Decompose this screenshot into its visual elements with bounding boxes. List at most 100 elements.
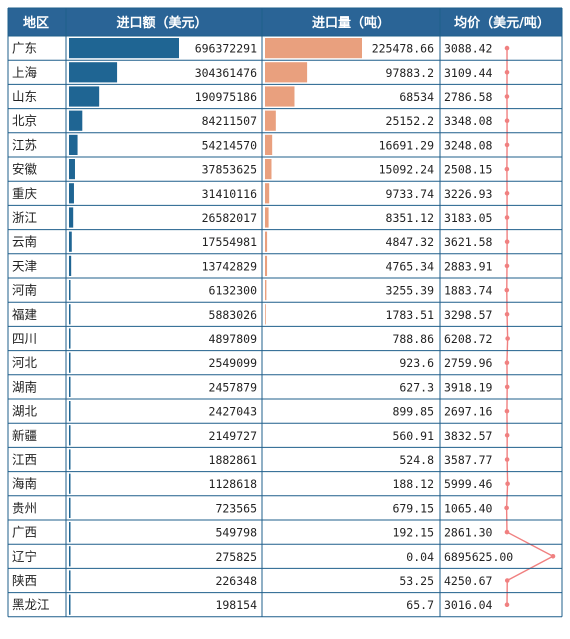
header-avg-price: 均价（美元/吨） — [454, 15, 550, 31]
import-volume-label: 899.85 — [392, 405, 434, 419]
region-label: 四川 — [12, 331, 37, 346]
import-value-label: 198154 — [215, 598, 257, 612]
import-volume-label: 524.8 — [399, 453, 434, 467]
region-label: 河南 — [12, 283, 37, 298]
table-grid — [7, 7, 563, 618]
import-value-label: 226348 — [215, 574, 257, 588]
import-value-label: 5883026 — [209, 308, 258, 322]
region-label: 广西 — [12, 525, 37, 540]
import-volume-label: 225478.66 — [372, 42, 434, 56]
avg-price-label: 3183.05 — [444, 211, 492, 225]
import-volume-label: 923.6 — [399, 356, 434, 370]
avg-price-point — [504, 215, 510, 220]
avg-price-point — [504, 142, 510, 148]
region-label: 河北 — [12, 355, 38, 370]
avg-price-point — [504, 70, 510, 75]
import-value-bar — [69, 570, 71, 591]
import-value-label: 1882861 — [209, 453, 258, 467]
region-label: 福建 — [12, 307, 38, 322]
import-volume-label: 4765.34 — [386, 259, 435, 273]
avg-price-point — [505, 481, 510, 487]
region-label: 贵州 — [12, 500, 37, 515]
header-import-volume: 进口量（吨） — [312, 15, 390, 31]
import-volume-label: 788.86 — [392, 332, 434, 346]
import-volume-label: 679.15 — [392, 501, 434, 515]
import-value-label: 2549099 — [209, 356, 258, 370]
import-volume-label: 3255.39 — [386, 284, 435, 298]
avg-price-point — [504, 239, 510, 244]
import-value-label: 84211507 — [202, 114, 257, 128]
import-value-label: 17554981 — [202, 235, 257, 249]
avg-price-label: 2759.96 — [444, 356, 493, 370]
import-value-bar — [69, 183, 74, 204]
import-value-bar — [69, 110, 83, 131]
import-volume-bar — [265, 280, 267, 301]
region-label: 天津 — [12, 258, 37, 273]
avg-price-label: 6208.72 — [444, 332, 492, 346]
import-value-bar — [69, 207, 74, 228]
avg-price-label: 6895625.00 — [444, 550, 513, 564]
import-value-bar — [69, 522, 71, 543]
avg-price-label: 2697.16 — [444, 405, 493, 419]
import-value-label: 2427043 — [209, 405, 258, 419]
import-value-bar — [69, 159, 75, 180]
import-value-label: 2149727 — [209, 429, 258, 443]
avg-price-label: 5999.46 — [444, 477, 493, 491]
import-volume-bar — [265, 255, 268, 276]
avg-price-point — [504, 578, 510, 583]
import-value-bar — [69, 497, 71, 518]
avg-price-point — [504, 166, 510, 172]
avg-price-label: 2883.91 — [444, 259, 493, 273]
region-label: 陕西 — [12, 573, 37, 588]
region-label: 江苏 — [12, 137, 37, 152]
import-volume-bar — [265, 62, 308, 83]
import-volume-bar — [265, 110, 276, 131]
import-value-bar — [69, 594, 71, 615]
region-label: 上海 — [12, 65, 38, 80]
avg-price-point — [504, 408, 510, 414]
import-value-bar — [69, 231, 72, 252]
import-volume-bar — [265, 38, 362, 59]
import-volume-label: 9733.74 — [386, 187, 435, 201]
avg-price-point — [504, 529, 510, 535]
import-value-bar — [69, 134, 78, 155]
import-value-label: 696372291 — [195, 42, 257, 56]
import-volume-label: 68534 — [399, 90, 434, 104]
import-volume-bar — [265, 183, 270, 204]
avg-price-point — [504, 94, 510, 99]
avg-price-label: 2786.58 — [444, 90, 493, 104]
region-label: 重庆 — [12, 186, 38, 201]
import-volume-label: 188.12 — [392, 477, 434, 491]
avg-price-point — [504, 263, 510, 269]
import-volume-label: 560.91 — [392, 429, 434, 443]
avg-price-label: 2861.30 — [444, 526, 493, 540]
import-volume-label: 16691.29 — [379, 138, 434, 152]
avg-price-point — [504, 505, 509, 511]
import-volume-bar — [265, 231, 268, 252]
region-label: 新疆 — [12, 428, 37, 443]
region-label: 湖北 — [12, 404, 38, 419]
import-value-bar — [69, 62, 118, 83]
import-value-bar — [69, 425, 71, 446]
import-volume-bar — [265, 86, 295, 107]
import-value-bar — [69, 86, 100, 107]
import-value-label: 31410116 — [202, 187, 257, 201]
header-import-value: 进口额（美元） — [116, 15, 207, 31]
import-volume-bar — [265, 207, 269, 228]
avg-price-label: 3832.57 — [444, 429, 493, 443]
import-volume-label: 4847.32 — [386, 235, 434, 249]
import-value-label: 275825 — [215, 550, 257, 564]
avg-price-point — [504, 384, 510, 390]
import-value-bar — [69, 255, 72, 276]
region-label: 浙江 — [12, 210, 37, 225]
region-label: 安徽 — [12, 162, 38, 177]
import-volume-label: 627.3 — [399, 380, 434, 394]
import-value-label: 549798 — [215, 526, 257, 540]
table-header: 地区 进口额（美元） 进口量（吨） 均价（美元/吨） — [8, 8, 562, 36]
import-volume-label: 192.15 — [392, 526, 434, 540]
import-value-label: 4897809 — [209, 332, 258, 346]
region-label: 湖南 — [12, 379, 37, 394]
import-value-bar — [69, 546, 71, 567]
avg-price-point — [504, 191, 510, 196]
avg-price-label: 2508.15 — [444, 163, 492, 177]
